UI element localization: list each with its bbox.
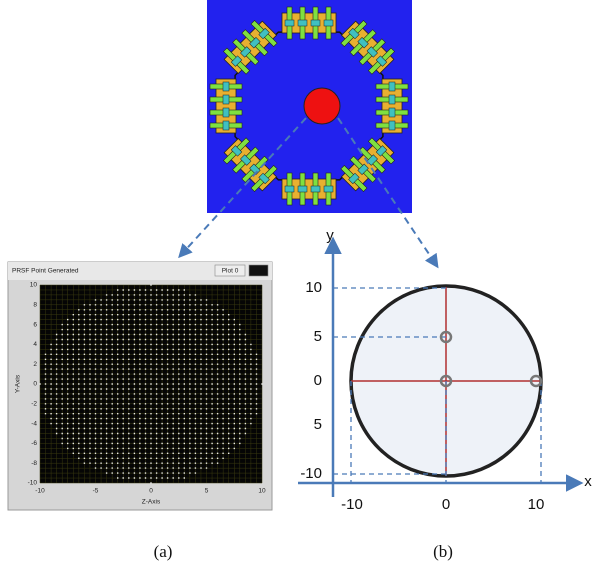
module-pad [389, 82, 395, 91]
panel-b: y x 10 5 0 5 -10 -10 0 10 [298, 227, 592, 513]
figure: PRSF Point Generated Plot 0 Y-Axis Z-Axi… [0, 0, 593, 576]
module-pad [311, 20, 320, 26]
y-tick-label: -8 [31, 460, 37, 467]
plot-label: Plot 0 [222, 268, 239, 275]
y-tick-label: 10 [305, 279, 322, 296]
x-tick-label: 10 [258, 488, 266, 495]
y-axis-label: y [326, 227, 334, 244]
y-tick-label: 10 [30, 282, 38, 289]
module-pad [298, 186, 307, 192]
caption: (a) [154, 542, 173, 561]
x-tick-label: 10 [528, 496, 545, 513]
module-pad [389, 108, 395, 117]
x-tick-label: -5 [93, 488, 99, 495]
y-tick-label: -2 [31, 401, 37, 408]
y-tick-label: -6 [31, 440, 37, 447]
module-pad [324, 20, 333, 26]
module-pad [389, 121, 395, 130]
y-tick-label: -10 [300, 465, 322, 482]
module-pad [285, 186, 294, 192]
y-axis-label: Y-Axis [15, 374, 22, 393]
module-pad [223, 121, 229, 130]
x-tick-label: 0 [149, 488, 153, 495]
page: {"panel_a": {"title": "PRSF Point Genera… [0, 0, 593, 576]
module-pad [389, 95, 395, 104]
x-tick-label: -10 [35, 488, 45, 495]
x-tick-label: -10 [341, 496, 363, 513]
x-axis-label: x [584, 473, 592, 490]
y-tick-label: -10 [28, 480, 38, 487]
module-pad [223, 95, 229, 104]
y-tick-label: 6 [33, 321, 37, 328]
module-pad [298, 20, 307, 26]
module-pad [285, 20, 294, 26]
point-cloud [39, 284, 262, 483]
y-tick-label: 0 [33, 381, 37, 388]
y-tick-label: 4 [33, 341, 37, 348]
y-tick-label: 8 [33, 302, 37, 309]
y-tick-label: 5 [314, 328, 322, 345]
y-tick-label: -4 [31, 420, 37, 427]
x-tick-label: 5 [205, 488, 209, 495]
panel-a: PRSF Point Generated Plot 0 Y-Axis Z-Axi… [8, 262, 272, 510]
x-axis-label: Z-Axis [142, 499, 161, 506]
caption: (b) [433, 542, 453, 561]
y-tick-label: 0 [314, 372, 322, 389]
module-pad [324, 186, 333, 192]
module-pad [311, 186, 320, 192]
y-tick-label: 2 [33, 361, 37, 368]
source [304, 88, 340, 124]
y-tick-label: 5 [314, 416, 322, 433]
module-pad [223, 82, 229, 91]
module-pad [223, 108, 229, 117]
panel-title: PRSF Point Generated [12, 268, 79, 275]
x-tick-label: 0 [442, 496, 450, 513]
